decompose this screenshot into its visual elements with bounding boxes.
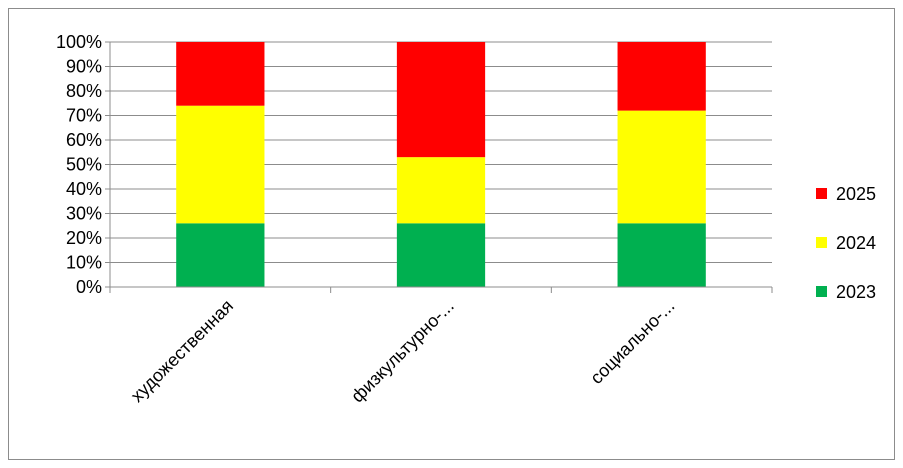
y-tick-label: 60% bbox=[66, 130, 102, 150]
bar-segment-2024 bbox=[176, 105, 265, 224]
y-tick-label: 80% bbox=[66, 81, 102, 101]
bar-segment-2024 bbox=[617, 110, 706, 224]
bar-segment-2025 bbox=[617, 42, 706, 111]
y-tick-label: 30% bbox=[66, 204, 102, 224]
legend-swatch bbox=[816, 286, 827, 297]
legend-label: 2023 bbox=[836, 282, 876, 302]
y-tick-label: 20% bbox=[66, 228, 102, 248]
legend-item-2023: 2023 bbox=[816, 282, 876, 302]
bar-segment-2025 bbox=[396, 42, 486, 158]
x-tick-label: социально-... bbox=[586, 296, 678, 388]
y-tick-label: 10% bbox=[66, 253, 102, 273]
bar-segment-2023 bbox=[396, 223, 486, 287]
y-tick-label: 40% bbox=[66, 179, 102, 199]
x-tick-label: физкультурно-... bbox=[347, 296, 458, 407]
bar-segment-2024 bbox=[396, 157, 486, 224]
x-tick-label: художественная bbox=[127, 296, 237, 406]
legend-item-2025: 2025 bbox=[816, 184, 876, 204]
legend-label: 2025 bbox=[836, 184, 876, 204]
legend: 2025 2024 2023 bbox=[816, 184, 876, 302]
legend-item-2024: 2024 bbox=[816, 233, 876, 253]
y-tick-label: 50% bbox=[66, 155, 102, 175]
bar-segment-2023 bbox=[617, 223, 706, 287]
bar-segment-2023 bbox=[176, 223, 265, 287]
x-tick-labels: художественная физкультурно-... социально-… bbox=[127, 296, 679, 407]
bar-segment-2025 bbox=[176, 42, 265, 106]
legend-swatch bbox=[816, 188, 827, 199]
y-tick-label: 100% bbox=[56, 32, 102, 52]
legend-label: 2024 bbox=[836, 233, 876, 253]
axes bbox=[105, 41, 773, 293]
legend-swatch bbox=[816, 237, 827, 248]
y-tick-label: 70% bbox=[66, 106, 102, 126]
y-tick-label: 90% bbox=[66, 57, 102, 77]
y-tick-label: 0% bbox=[76, 277, 102, 297]
y-tick-labels: 0% 10% 20% 30% 40% 50% 60% 70% 80% 90% 100% bbox=[56, 32, 102, 297]
bars bbox=[176, 42, 706, 287]
